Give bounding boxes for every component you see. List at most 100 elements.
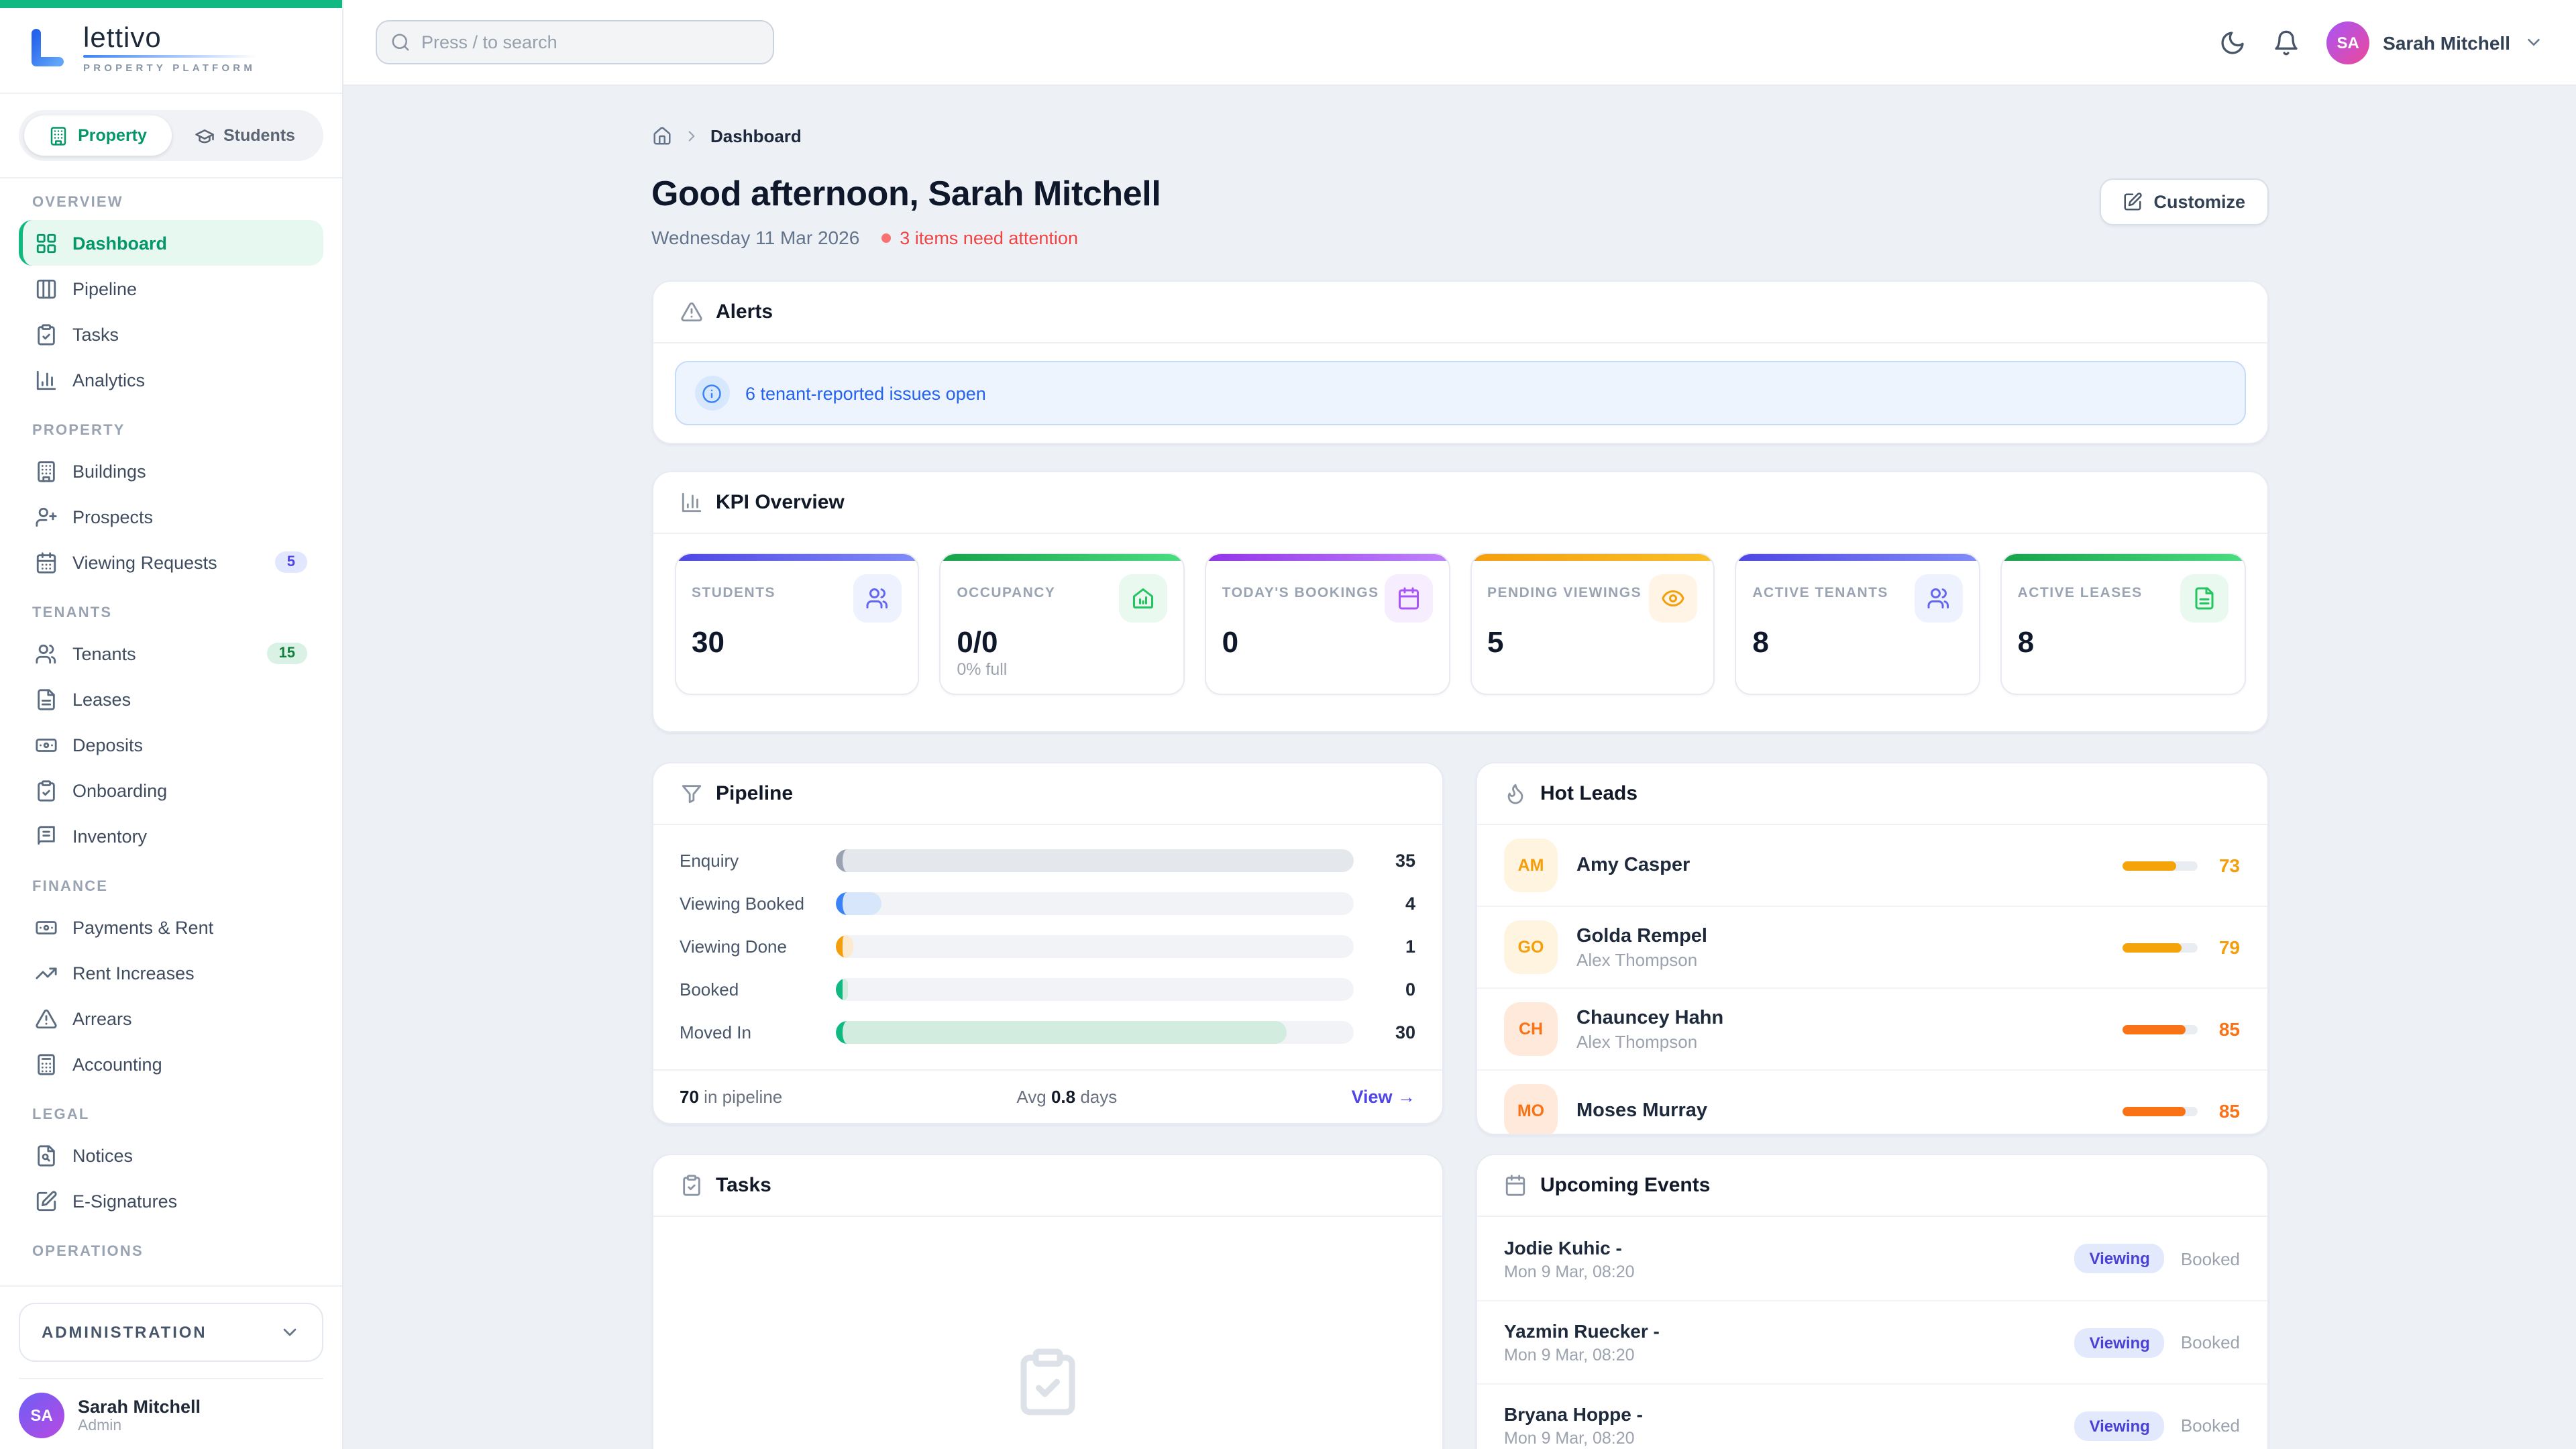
stage-value: 30 xyxy=(1395,1022,1415,1042)
stage-fill xyxy=(835,978,847,1001)
columns-icon xyxy=(35,277,58,300)
lead-score-wrap: 85 xyxy=(2122,1018,2240,1040)
sidebar-item[interactable]: Leases xyxy=(19,676,323,722)
events-title: Upcoming Events xyxy=(1540,1174,1711,1197)
brand-logo: lettivo PROPERTY PLATFORM xyxy=(0,8,342,94)
kpi-icon-box xyxy=(1914,574,1963,623)
stage-value: 35 xyxy=(1395,851,1415,871)
sidebar-item[interactable]: Dashboard xyxy=(19,220,323,266)
kpi-icon-box xyxy=(1118,574,1167,623)
kpi-label: STUDENTS xyxy=(692,585,775,601)
sidebar-item[interactable]: Buildings xyxy=(19,448,323,494)
bar-chart-icon xyxy=(680,491,702,514)
alert-banner[interactable]: 6 tenant-reported issues open xyxy=(674,361,2245,425)
sidebar-item[interactable]: Prospects xyxy=(19,494,323,539)
lead-avatar: GO xyxy=(1504,920,1558,974)
sidebar-item[interactable]: Payments & Rent xyxy=(19,904,323,950)
sidebar-item[interactable]: Deposits xyxy=(19,722,323,767)
sidebar-item[interactable]: Accounting xyxy=(19,1041,323,1087)
sidebar-item-label: Tenants xyxy=(72,643,136,663)
kpi-label: OCCUPANCY xyxy=(957,585,1056,601)
sidebar-item[interactable]: Analytics xyxy=(19,357,323,402)
lead-score-track xyxy=(2122,1106,2197,1116)
stage-label: Moved In xyxy=(680,1022,751,1042)
pipeline-stage-row: Viewing Done 1 xyxy=(680,935,1415,958)
lead-score-value: 85 xyxy=(2218,1100,2240,1122)
chevron-right-icon xyxy=(682,127,700,145)
hot-lead-row[interactable]: MO Moses Murray 85 xyxy=(1477,1069,2267,1134)
pipeline-card: Pipeline Enquiry 35 xyxy=(651,762,1444,1124)
sidebar-user[interactable]: SA Sarah Mitchell Admin xyxy=(19,1378,323,1438)
kpi-tile: TODAY'S BOOKINGS 0 xyxy=(1204,553,1450,695)
notifications-button[interactable] xyxy=(2273,29,2300,56)
breadcrumb-current: Dashboard xyxy=(710,126,802,146)
event-time: Mon 9 Mar, 08:20 xyxy=(1504,1346,1635,1364)
stage-fill xyxy=(835,935,854,958)
workspace-toggle-option[interactable]: Students xyxy=(171,115,318,156)
sidebar-item[interactable]: Rent Increases xyxy=(19,950,323,996)
stage-fill xyxy=(835,892,882,915)
search-input[interactable] xyxy=(421,32,759,52)
user-plus-icon xyxy=(35,505,58,528)
nav-section: FINANCE Payments & Rent xyxy=(19,879,323,1087)
lead-score-fill xyxy=(2122,1024,2186,1034)
sidebar-item-label: Inventory xyxy=(72,826,148,846)
sidebar-item[interactable]: Inventory xyxy=(19,813,323,859)
sidebar-item[interactable]: Pipeline xyxy=(19,266,323,311)
sidebar-item[interactable]: Arrears xyxy=(19,996,323,1041)
global-search[interactable] xyxy=(376,20,774,64)
nav-section-title: FINANCE xyxy=(32,879,109,895)
workspace-toggle-option[interactable]: Property xyxy=(24,115,171,156)
home-icon[interactable] xyxy=(651,126,672,146)
workspace-toggle-label: Property xyxy=(78,126,147,145)
graduation-cap-icon xyxy=(194,125,214,146)
lead-score-track xyxy=(2122,1024,2197,1034)
lead-score-wrap: 73 xyxy=(2122,855,2240,876)
kpi-icon-box xyxy=(1384,574,1432,623)
tasks-empty-state: No tasks due xyxy=(653,1217,1442,1449)
lead-score-track xyxy=(2122,943,2197,952)
pipeline-view-link[interactable]: View → xyxy=(1351,1087,1415,1107)
customize-button[interactable]: Customize xyxy=(2100,178,2268,225)
edit-icon xyxy=(2123,192,2143,212)
pipeline-footer: 70 in pipeline Avg 0.8 days View → xyxy=(653,1069,1442,1123)
administration-dropdown[interactable]: ADMINISTRATION xyxy=(19,1303,323,1362)
pipeline-stage-row: Booked 0 xyxy=(680,978,1415,1001)
pipeline-stage-row: Moved In 30 xyxy=(680,1021,1415,1044)
dark-mode-toggle[interactable] xyxy=(2219,29,2246,56)
kpi-icon-box xyxy=(853,574,902,623)
lead-score-value: 79 xyxy=(2218,936,2240,958)
event-status: Booked xyxy=(2180,1415,2240,1436)
lead-agent: Alex Thompson xyxy=(1576,1031,1698,1051)
kpi-accent-bar xyxy=(1736,554,1979,561)
hot-lead-row[interactable]: GO Golda Rempel Alex Thompson 79 xyxy=(1477,906,2267,987)
event-row[interactable]: Yazmin Ruecker - Mon 9 Mar, 08:20 Viewin… xyxy=(1477,1300,2267,1383)
sidebar-item-label: Tasks xyxy=(72,324,119,344)
sidebar-item[interactable]: Viewing Requests 5 xyxy=(19,539,323,585)
sidebar-item[interactable]: Notices xyxy=(19,1132,323,1178)
sidebar-item[interactable]: Tenants 15 xyxy=(19,631,323,676)
search-icon xyxy=(390,32,411,52)
kpi-value: 0 xyxy=(1222,625,1239,659)
kpi-label: TODAY'S BOOKINGS xyxy=(1222,585,1379,601)
lead-avatar: CH xyxy=(1504,1002,1558,1056)
stage-track xyxy=(835,849,1354,872)
event-row[interactable]: Bryana Hoppe - Mon 9 Mar, 08:20 Viewing … xyxy=(1477,1383,2267,1449)
grid-icon xyxy=(35,231,58,254)
lead-name: Amy Casper xyxy=(1576,855,1690,876)
page-title: Good afternoon, Sarah Mitchell xyxy=(651,173,1161,213)
hot-lead-row[interactable]: AM Amy Casper 73 xyxy=(1477,825,2267,906)
kpi-value: 8 xyxy=(2017,625,2035,659)
event-row[interactable]: Jodie Kuhic - Mon 9 Mar, 08:20 Viewing B… xyxy=(1477,1217,2267,1300)
user-menu[interactable]: SA Sarah Mitchell xyxy=(2326,21,2544,64)
book-icon xyxy=(35,824,58,847)
hot-lead-row[interactable]: CH Chauncey Hahn Alex Thompson 85 xyxy=(1477,987,2267,1069)
sidebar-item-label: Accounting xyxy=(72,1054,162,1074)
trending-up-icon xyxy=(35,961,58,984)
sidebar-item[interactable]: Onboarding xyxy=(19,767,323,813)
nav-section: LEGAL Notices E-Signatur xyxy=(19,1107,323,1224)
sidebar-item[interactable]: E-Signatures xyxy=(19,1178,323,1224)
kpi-accent-bar xyxy=(676,554,918,561)
sidebar-item[interactable]: Tasks xyxy=(19,311,323,357)
